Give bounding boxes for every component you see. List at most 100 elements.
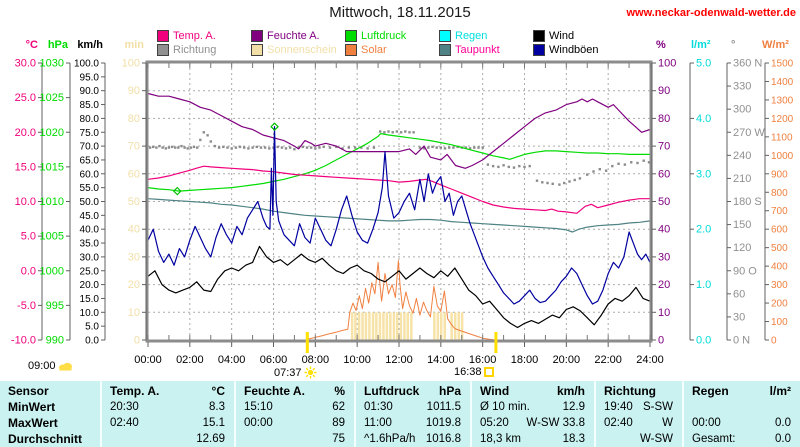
svg-text:5.0: 5.0 [85, 322, 99, 333]
svg-text:300: 300 [771, 280, 788, 291]
svg-text:30.0: 30.0 [80, 252, 100, 263]
legend-item-taupunkt: Taupunkt [439, 43, 533, 57]
legend-label: Taupunkt [455, 44, 500, 56]
cloud-icon [58, 362, 72, 371]
svg-text:10: 10 [128, 307, 140, 319]
svg-text:1030: 1030 [40, 58, 64, 70]
svg-text:0 N: 0 N [733, 335, 750, 347]
svg-text:50: 50 [658, 196, 670, 208]
axis-title-lm2: l/m² [691, 39, 711, 51]
svg-text:10.0: 10.0 [15, 196, 36, 208]
svg-text:30: 30 [658, 251, 670, 263]
sunset-note: 16:38 [454, 366, 494, 378]
legend-label: Luftdruck [361, 30, 407, 42]
svg-text:5.0: 5.0 [21, 231, 36, 243]
table-column-regen: Regen l/m² 00:00 0.0 Gesamt: 0.0 [682, 381, 800, 447]
svg-text:10:00: 10:00 [343, 354, 371, 366]
svg-text:100: 100 [122, 58, 140, 70]
svg-text:90: 90 [658, 85, 670, 97]
svg-text:40: 40 [658, 224, 670, 236]
svg-text:90 O: 90 O [733, 265, 757, 277]
svg-text:0.0: 0.0 [696, 335, 711, 347]
sunrise-time: 07:37 [274, 366, 302, 379]
legend-label: Sonnenschein [267, 44, 337, 56]
svg-text:-5.0: -5.0 [17, 300, 36, 312]
svg-text:25.0: 25.0 [80, 266, 100, 277]
svg-text:30: 30 [128, 251, 140, 263]
legend-item-feuchte: Feuchte A. [251, 29, 345, 43]
legend-item-solar: Solar [345, 43, 439, 57]
sunset-square-icon [483, 367, 494, 377]
svg-text:1500: 1500 [771, 59, 794, 70]
svg-text:60.0: 60.0 [80, 169, 100, 180]
table-column-feuchte-a-: Feuchte A.% 15:10 62 00:00 89 75 [234, 381, 354, 447]
svg-text:150: 150 [733, 219, 751, 231]
svg-text:600: 600 [771, 225, 788, 236]
svg-text:0: 0 [658, 335, 664, 347]
dewpoint-swatch-icon [439, 44, 451, 56]
svg-text:40: 40 [128, 224, 140, 236]
svg-text:30.0: 30.0 [15, 58, 36, 70]
axis-title-min: min [124, 39, 144, 51]
gust-swatch-icon [533, 44, 545, 56]
axis-title-degrees: ° [731, 39, 736, 51]
wind-swatch-icon [533, 30, 545, 42]
svg-text:70: 70 [128, 141, 140, 153]
sunset-time: 16:38 [454, 366, 482, 378]
svg-text:1100: 1100 [771, 132, 793, 143]
day-length-note: 09:00 [28, 360, 73, 372]
svg-text:1005: 1005 [40, 231, 64, 243]
svg-text:90.0: 90.0 [80, 86, 100, 97]
svg-text:400: 400 [771, 262, 788, 273]
axis-title-wm2: W/m² [762, 39, 789, 51]
svg-text:60: 60 [658, 168, 670, 180]
legend-item-wind: Wind [533, 29, 627, 43]
svg-text:08:00: 08:00 [302, 354, 330, 366]
day-length-value: 09:00 [28, 360, 56, 372]
svg-text:1010: 1010 [40, 196, 64, 208]
svg-text:00:00: 00:00 [134, 354, 162, 366]
axis-title-celsius: °C [25, 39, 38, 51]
svg-text:-10.0: -10.0 [11, 335, 36, 347]
svg-text:0: 0 [134, 335, 140, 347]
svg-text:4.0: 4.0 [696, 113, 711, 125]
svg-text:3.0: 3.0 [696, 168, 711, 180]
svg-text:20.0: 20.0 [80, 280, 100, 291]
svg-text:200: 200 [771, 299, 788, 310]
website-link[interactable]: www.neckar-odenwald-wetter.de [626, 7, 796, 19]
legend-item-sonnenschein: Sonnenschein [251, 43, 345, 57]
legend-item-windboeen: Windböen [533, 43, 627, 57]
svg-text:5.0: 5.0 [696, 58, 711, 70]
svg-text:100.0: 100.0 [74, 59, 99, 70]
sun-icon [304, 366, 317, 379]
svg-text:20:00: 20:00 [553, 354, 581, 366]
svg-text:40.0: 40.0 [80, 225, 100, 236]
svg-text:120: 120 [733, 242, 751, 254]
svg-text:1200: 1200 [771, 114, 794, 125]
svg-text:45.0: 45.0 [80, 211, 100, 222]
chart-canvas: -10.0 -5.0 0.0 5.0 10.0 15.0 20.0 25.0 30.0 990 99… [11, 58, 794, 367]
svg-text:10: 10 [658, 307, 670, 319]
axis-title-hpa: hPa [47, 39, 68, 51]
chart-legend: Temp. A. Feuchte A. Luftdruck Regen Wind… [157, 29, 637, 57]
svg-text:0.0: 0.0 [85, 336, 99, 347]
svg-text:300: 300 [733, 104, 751, 116]
svg-text:20: 20 [128, 279, 140, 291]
svg-text:20: 20 [658, 279, 670, 291]
axis-title-kmh: km/h [77, 39, 103, 51]
sunshine-swatch-icon [251, 44, 263, 56]
axis-title-percent: % [656, 39, 666, 51]
svg-text:0.0: 0.0 [21, 265, 36, 277]
svg-text:14:00: 14:00 [427, 354, 455, 366]
svg-text:80.0: 80.0 [80, 114, 100, 125]
svg-text:60: 60 [733, 288, 745, 300]
svg-text:700: 700 [771, 206, 788, 217]
svg-text:16:00: 16:00 [469, 354, 497, 366]
svg-text:0: 0 [771, 336, 777, 347]
direction-swatch-icon [157, 44, 169, 56]
svg-text:18:00: 18:00 [511, 354, 539, 366]
svg-text:70: 70 [658, 141, 670, 153]
svg-text:1000: 1000 [40, 265, 64, 277]
svg-text:15.0: 15.0 [15, 161, 36, 173]
